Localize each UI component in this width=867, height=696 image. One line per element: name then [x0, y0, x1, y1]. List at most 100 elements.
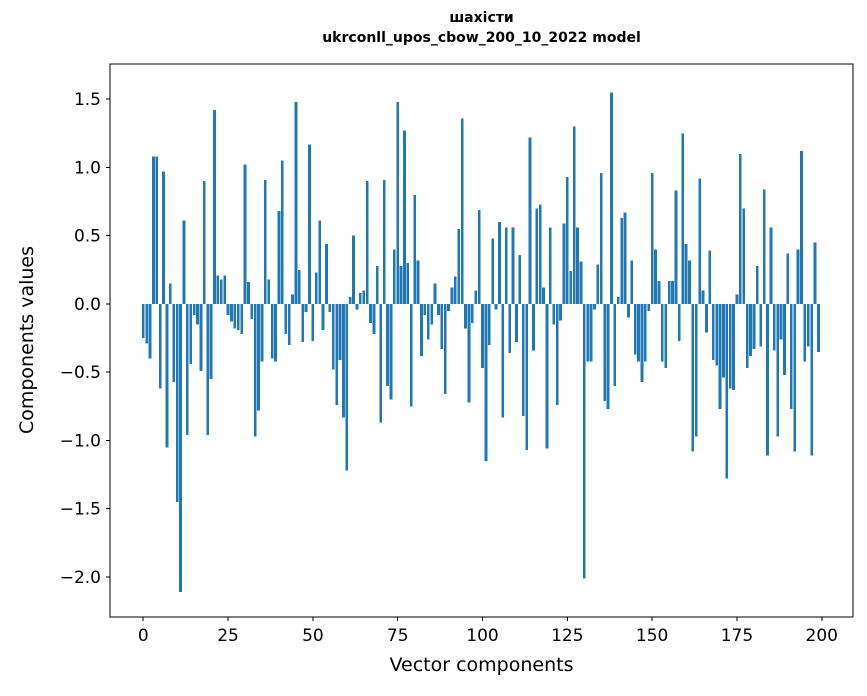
bar	[708, 250, 712, 304]
bar	[613, 303, 617, 386]
x-tick-label: 200	[806, 626, 838, 646]
bar	[202, 181, 206, 304]
bar	[260, 303, 264, 362]
bar	[247, 282, 250, 304]
bar	[355, 303, 359, 310]
chart-title-block: шахісти ukrconll_upos_cbow_200_10_2022 m…	[110, 8, 853, 48]
bar	[192, 303, 196, 315]
bar	[325, 243, 328, 304]
bar	[270, 303, 274, 359]
bar	[219, 279, 223, 304]
bar	[396, 101, 400, 304]
bar	[800, 151, 803, 304]
bar	[779, 303, 783, 340]
bar	[633, 303, 637, 355]
bar	[620, 217, 623, 304]
bar	[674, 190, 678, 304]
bar	[586, 303, 590, 362]
bar	[766, 303, 769, 456]
bar	[810, 303, 813, 456]
bar	[559, 303, 562, 321]
bar	[233, 303, 237, 329]
bar	[660, 303, 664, 362]
bar	[359, 293, 362, 304]
bar	[216, 275, 220, 304]
bar	[776, 303, 780, 437]
bar	[701, 290, 705, 304]
bar	[711, 303, 715, 360]
bar	[335, 303, 338, 406]
bar	[552, 303, 556, 325]
plot-spines	[109, 63, 854, 618]
bar	[464, 303, 467, 329]
bar	[420, 303, 423, 356]
bar	[423, 303, 427, 315]
chart-title: шахісти	[449, 10, 514, 26]
bar	[722, 303, 725, 378]
bar	[606, 303, 610, 410]
chart-subtitle: ukrconll_upos_cbow_200_10_2022 model	[322, 30, 641, 46]
bar	[576, 227, 579, 304]
bar	[348, 297, 352, 304]
bar	[284, 303, 288, 335]
bar	[342, 303, 345, 418]
bar	[460, 118, 464, 304]
bar	[185, 303, 189, 436]
bar	[772, 303, 776, 351]
x-tick-label: 125	[551, 626, 583, 646]
bar	[654, 249, 657, 304]
bar	[426, 303, 430, 340]
x-tick-label: 175	[721, 626, 753, 646]
bar	[515, 303, 518, 343]
bar	[403, 130, 406, 304]
bar	[362, 290, 366, 304]
bar	[375, 265, 379, 304]
bar	[389, 303, 393, 400]
bar	[297, 269, 301, 304]
bar	[199, 303, 203, 371]
bar	[796, 249, 800, 304]
bar	[152, 156, 155, 304]
bar	[783, 303, 786, 375]
bar	[565, 177, 569, 304]
x-axis-label: Vector components	[389, 654, 574, 676]
bar	[365, 181, 369, 304]
bar	[352, 235, 355, 304]
bar	[253, 303, 257, 437]
bar	[392, 249, 396, 304]
bar	[518, 254, 522, 304]
bar	[759, 303, 763, 347]
bar	[769, 227, 773, 304]
bar	[304, 303, 308, 313]
bar	[443, 303, 447, 395]
bar	[162, 171, 165, 304]
bar	[369, 303, 372, 324]
bar	[739, 153, 742, 304]
bar	[413, 194, 417, 304]
y-tick-label: 0.0	[74, 295, 101, 315]
bar	[328, 303, 332, 313]
bar	[555, 303, 559, 406]
bar	[484, 303, 488, 461]
bar	[406, 263, 410, 304]
bar	[603, 303, 607, 401]
bar	[169, 283, 172, 304]
bar	[677, 303, 681, 341]
bar	[141, 303, 145, 339]
bar	[511, 227, 515, 304]
bar	[813, 242, 817, 304]
bar	[542, 287, 545, 304]
bar	[755, 265, 759, 304]
bar	[321, 303, 325, 330]
bar	[386, 303, 389, 386]
bar	[532, 303, 535, 351]
bar	[650, 172, 654, 304]
bar	[175, 303, 179, 502]
bar	[450, 287, 454, 304]
bar	[535, 208, 539, 304]
x-tick-label: 50	[302, 626, 324, 646]
bar	[735, 294, 739, 304]
bar	[725, 303, 729, 479]
bar	[447, 303, 450, 311]
